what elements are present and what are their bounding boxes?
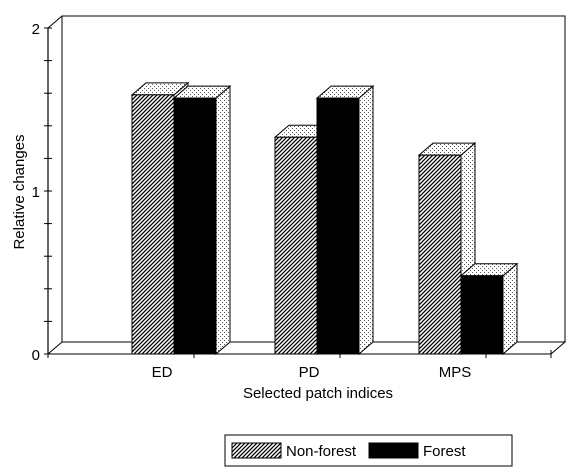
y-tick-label-2: 2 [32, 21, 40, 38]
bars [130, 81, 519, 356]
x-axis-label: Selected patch indices [243, 385, 393, 402]
x-tick-label-ed: ED [152, 364, 173, 381]
bar-ed-forest-side [215, 85, 231, 356]
y-tick-label-0: 0 [32, 347, 40, 364]
back-wall [61, 15, 566, 342]
legend-swatch-non-forest [231, 442, 282, 459]
bar-mps-forest [460, 275, 504, 355]
bar-ed-forest [173, 97, 217, 355]
y-axis-label: Relative changes [11, 134, 28, 249]
legend-swatch-forest [368, 442, 419, 459]
bar-mps-forest-side [502, 262, 518, 356]
legend: Non-forest Forest [224, 434, 513, 467]
bar-ed-non-forest [131, 94, 175, 355]
bar-pd-forest [316, 97, 360, 355]
plot-frame [44, 15, 567, 358]
legend-label-non-forest: Non-forest [286, 443, 357, 460]
wall-edge [47, 15, 63, 29]
legend-label-forest: Forest [423, 443, 466, 460]
bar-pd-non-forest [274, 136, 318, 355]
x-tick-label-mps: MPS [439, 364, 472, 381]
bar-pd-forest-side [358, 85, 374, 356]
x-tick-label-pd: PD [299, 364, 320, 381]
bar-mps-non-forest [418, 154, 462, 355]
floor [46, 341, 567, 355]
y-tick-label-1: 1 [32, 184, 40, 201]
